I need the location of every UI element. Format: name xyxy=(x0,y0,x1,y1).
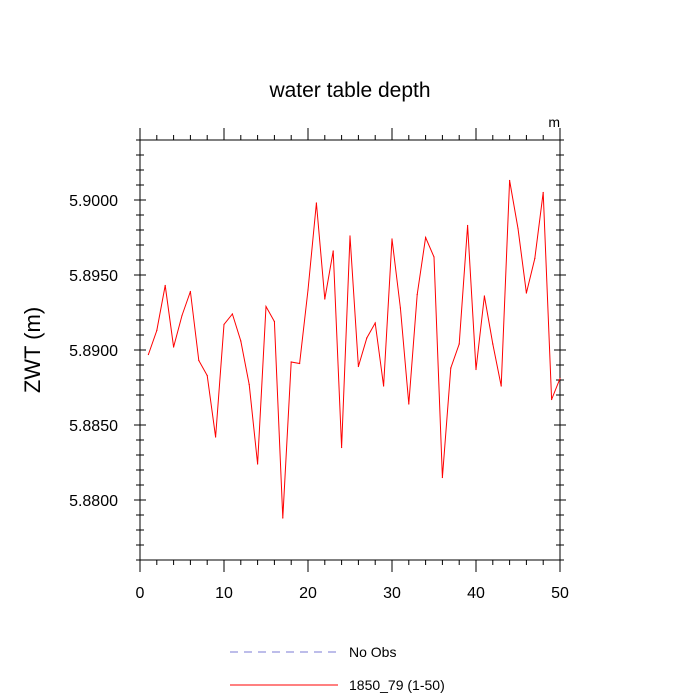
y-tick-label: 5.8800 xyxy=(69,493,118,510)
data-point xyxy=(525,292,528,294)
data-point xyxy=(257,463,259,465)
data-point xyxy=(467,224,469,227)
data-point xyxy=(475,368,477,371)
data-point xyxy=(173,346,175,348)
data-point xyxy=(542,191,544,194)
series-line xyxy=(147,180,561,519)
legend-label: 1850_79 (1-50) xyxy=(349,677,445,693)
data-point xyxy=(383,385,385,387)
data-point xyxy=(357,365,359,368)
data-point xyxy=(551,398,553,401)
data-point xyxy=(240,340,242,342)
data-point xyxy=(441,476,443,479)
data-point xyxy=(458,343,460,345)
data-point xyxy=(265,305,267,308)
data-point xyxy=(189,290,191,293)
data-point xyxy=(534,257,536,260)
data-point xyxy=(273,320,275,323)
data-point xyxy=(341,446,343,449)
y-tick-label: 5.9000 xyxy=(69,193,118,210)
data-point xyxy=(181,314,183,317)
data-point xyxy=(248,383,250,386)
axis-tick-labels: 0 10 20 30 40 50 5.8800 5.8850 5.8900 5.8950 5.900… xyxy=(69,193,569,602)
y-tick-label: 5.8850 xyxy=(69,418,118,435)
x-tick-label: 30 xyxy=(383,585,401,602)
data-point xyxy=(164,284,166,287)
data-point xyxy=(416,293,418,296)
data-point xyxy=(324,298,326,300)
data-point xyxy=(500,385,502,387)
data-point xyxy=(408,403,410,405)
data-point xyxy=(299,362,301,365)
data-point xyxy=(517,227,519,230)
data-point xyxy=(315,202,317,204)
x-tick-label: 50 xyxy=(551,585,569,602)
data-point xyxy=(282,517,284,519)
legend-label: No Obs xyxy=(349,644,396,660)
data-point xyxy=(374,322,376,324)
data-point xyxy=(215,436,217,438)
unit-label: m xyxy=(548,114,560,130)
data-point xyxy=(223,323,225,326)
data-point xyxy=(231,313,233,315)
data-point xyxy=(492,343,494,345)
data-point xyxy=(425,236,427,239)
x-tick-label: 40 xyxy=(467,585,485,602)
data-point xyxy=(433,256,435,258)
data-point xyxy=(290,361,292,363)
data-point xyxy=(483,295,485,297)
data-point xyxy=(391,238,393,240)
data-point xyxy=(147,353,149,356)
data-point xyxy=(332,250,334,252)
plot-frame xyxy=(139,139,561,561)
legend: No Obs 1850_79 (1-50) xyxy=(230,644,445,693)
data-point xyxy=(366,337,368,339)
y-axis-label: ZWT (m) xyxy=(20,307,45,393)
data-point xyxy=(206,374,208,377)
x-tick-label: 0 xyxy=(136,585,145,602)
data-point xyxy=(349,235,351,237)
axis-ticks xyxy=(134,128,566,572)
y-tick-label: 5.8900 xyxy=(69,343,118,360)
y-tick-label: 5.8950 xyxy=(69,268,118,285)
data-point xyxy=(559,377,561,380)
data-point xyxy=(307,289,309,291)
chart-title: water table depth xyxy=(268,79,430,102)
x-tick-label: 10 xyxy=(215,585,233,602)
data-point xyxy=(399,307,401,309)
data-point xyxy=(198,359,200,362)
series-group xyxy=(147,179,561,519)
x-tick-label: 20 xyxy=(299,585,317,602)
data-point xyxy=(156,329,158,332)
data-point xyxy=(509,179,511,182)
data-point xyxy=(450,367,452,369)
